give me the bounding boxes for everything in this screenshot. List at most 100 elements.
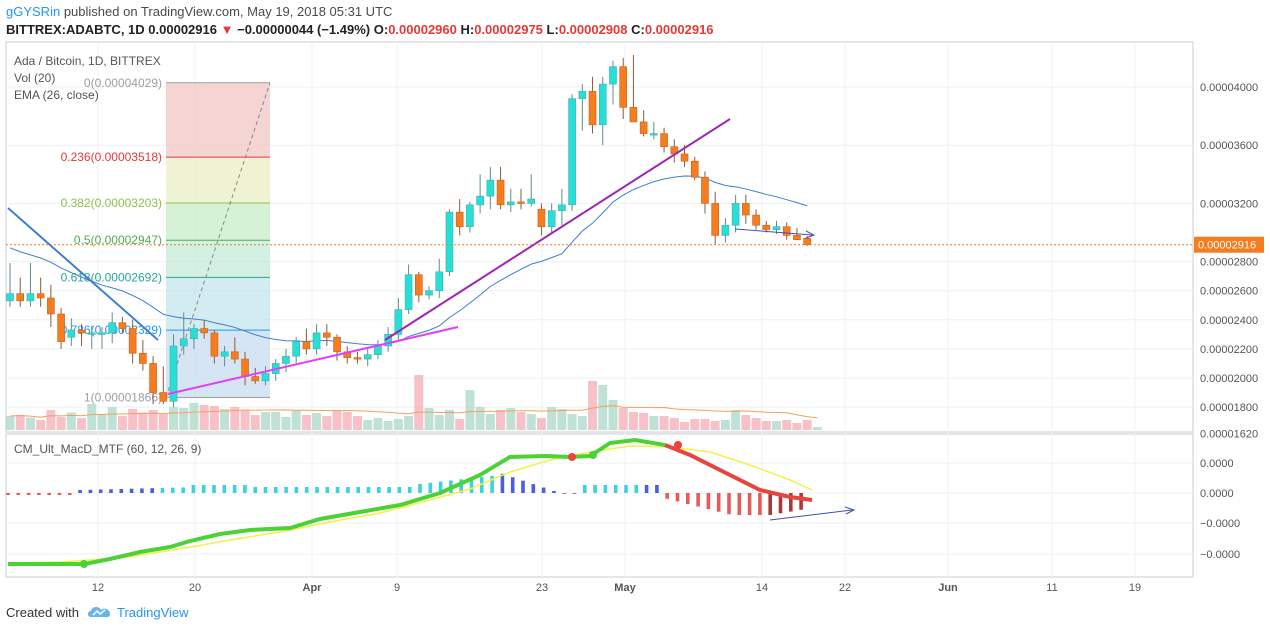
volume-bar [158, 414, 168, 430]
macd-histogram-bar [747, 493, 752, 515]
macd-histogram-bar [490, 475, 494, 493]
volume-bar [506, 408, 516, 430]
volume-ma-line [9, 405, 818, 419]
macd-histogram-bar [47, 493, 51, 495]
macd-histogram-bar [562, 493, 566, 494]
candle-body [629, 107, 638, 123]
candle-body [619, 66, 628, 108]
candle-body [87, 332, 96, 335]
candle-body [261, 373, 270, 382]
cross-dot [80, 560, 88, 568]
volume-bar [496, 410, 506, 430]
fib-trend-dash [165, 82, 271, 398]
macd-histogram-bar [57, 493, 62, 495]
volume-bar [36, 420, 46, 430]
candle-body [384, 334, 392, 347]
time-tick-label: Apr [303, 582, 323, 594]
vol-legend[interactable]: Vol (20) [14, 71, 55, 85]
volume-bar [404, 416, 414, 430]
candle-body [292, 341, 300, 357]
macd-histogram-bar [418, 483, 422, 493]
volume-bar [322, 416, 332, 430]
candle-body [16, 293, 25, 302]
macd-tick-label: −0.0000 [1200, 549, 1240, 561]
fib-level-label: 0.5(0.00002947) [74, 233, 162, 247]
volume-bar [690, 419, 700, 430]
close-value: 0.00002916 [644, 22, 714, 37]
volume-bar [148, 410, 158, 430]
time-tick-label: Jun [938, 582, 958, 594]
volume-bar [363, 420, 373, 430]
macd-histogram-bar [98, 489, 103, 493]
time-tick-label: May [614, 582, 636, 594]
macd-legend[interactable]: CM_Ult_MacD_MTF (60, 12, 26, 9) [14, 442, 201, 456]
macd-histogram-bar [686, 493, 690, 504]
candle-body [476, 195, 484, 206]
arrow-head-icon [805, 230, 816, 239]
volume-bar [220, 409, 230, 430]
candle-body [466, 204, 474, 227]
fib-level-label: 0.382(0.00003203) [61, 196, 162, 210]
volume-bar [547, 407, 557, 430]
macd-histogram-bar [109, 489, 113, 493]
volume-bar [291, 410, 301, 430]
macd-histogram-bar [129, 488, 134, 493]
candle-body [108, 322, 116, 334]
volume-bar [700, 419, 710, 430]
volume-bar [720, 420, 730, 430]
current-price-tag [1194, 236, 1264, 253]
candle-body [302, 341, 311, 350]
macd-histogram-bar [26, 493, 31, 495]
main-legend[interactable]: Ada / Bitcoin, 1D, BITTREX [14, 54, 161, 68]
candle-body [782, 226, 791, 236]
macd-histogram-bar [716, 493, 721, 512]
candle-body [517, 201, 525, 204]
support-line [167, 326, 459, 395]
macd-histogram-bar [583, 485, 587, 493]
macd-histogram-bar [428, 482, 433, 493]
candle-body [445, 211, 454, 273]
macd-histogram-bar [644, 485, 649, 493]
ema-legend[interactable]: EMA (26, close) [14, 88, 99, 102]
macd-histogram-bar [727, 493, 731, 515]
candle-body [190, 328, 198, 340]
volume-bar [240, 410, 250, 430]
time-tick-label: 12 [92, 582, 104, 594]
macd-histogram-bar [593, 485, 597, 493]
candle-body [118, 322, 127, 329]
author-link[interactable]: gGYSRin [6, 4, 61, 19]
macd-histogram-bar [191, 485, 196, 493]
price-tick-label: 0.00004000 [1200, 82, 1258, 94]
macd-histogram-bar [201, 485, 206, 493]
macd-histogram-bar [541, 487, 546, 493]
volume-bar [342, 412, 352, 430]
tradingview-link[interactable]: TradingView [116, 604, 189, 620]
candle-body [159, 392, 168, 402]
candle-body [220, 351, 229, 357]
volume-bar [485, 414, 495, 430]
publish-info: published on TradingView.com, May 19, 20… [63, 4, 393, 19]
volume-bar [189, 403, 199, 430]
volume-bar [15, 415, 25, 430]
volume-bar [761, 421, 771, 430]
volume-bar [271, 412, 281, 430]
macd-histogram-bar [706, 493, 711, 510]
macd-histogram-bar [655, 485, 659, 493]
volume-bar [352, 416, 362, 430]
macd-histogram-bar [768, 493, 772, 515]
candle-body [282, 355, 290, 364]
footer: Created with TradingView [6, 604, 189, 620]
price-tick-label: 0.00002200 [1200, 344, 1258, 356]
macd-histogram-bar [572, 493, 577, 494]
volume-bar [5, 416, 15, 430]
volume-bar [782, 420, 792, 430]
trend-drawings [7, 118, 816, 395]
volume-bar [169, 407, 179, 430]
volume-bar [383, 421, 393, 430]
candle-body [762, 224, 771, 230]
volume-bar [199, 405, 209, 430]
macd-histogram-bar [438, 481, 443, 493]
macd-histogram-bar [675, 493, 680, 502]
volume-bar [608, 400, 618, 430]
